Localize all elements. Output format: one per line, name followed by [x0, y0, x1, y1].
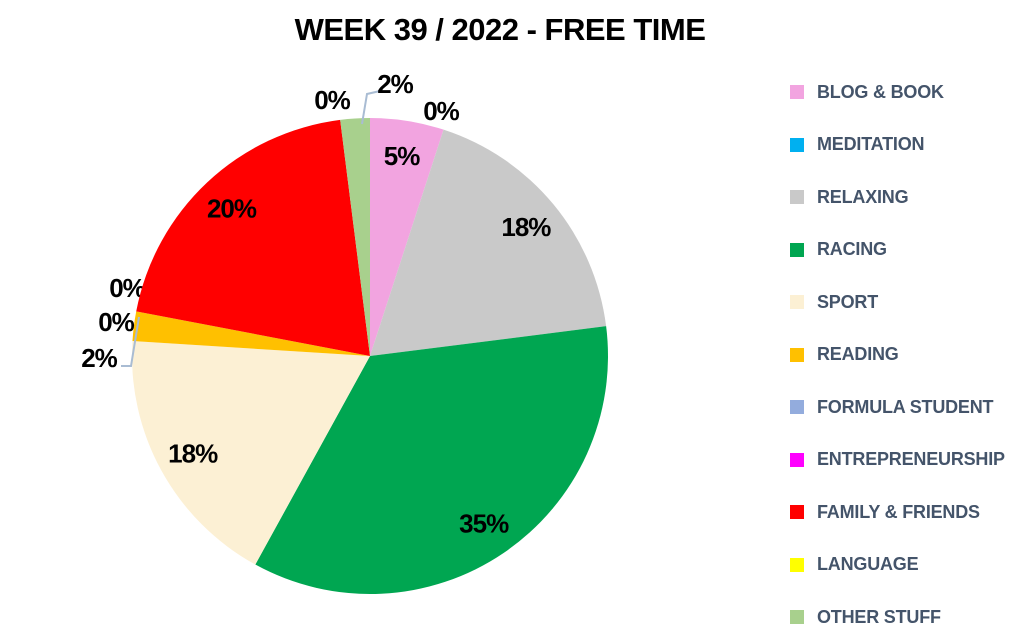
slice-value-label-reading: 2%	[81, 343, 117, 373]
legend-swatch-sport	[790, 295, 804, 309]
pie-slice-blog-book	[370, 118, 444, 356]
slice-value-label-meditation: 0%	[423, 96, 459, 126]
legend-item-racing: RACING	[790, 239, 887, 259]
legend-item-meditation: MEDITATION	[790, 134, 925, 154]
legend-label-blog-book: BLOG & BOOK	[817, 81, 944, 102]
legend-swatch-family-friends	[790, 505, 804, 519]
legend-label-meditation: MEDITATION	[817, 134, 925, 154]
legend-label-other-stuff: OTHER STUFF	[817, 606, 941, 627]
leader-line-other-stuff	[361, 90, 381, 125]
slice-value-label-racing: 35%	[459, 508, 509, 538]
legend: BLOG & BOOK MEDITATION RELAXING RACING SPORT…	[790, 0, 1023, 640]
slice-value-label-entrepreneurship: 0%	[98, 307, 134, 337]
legend-label-formula-student: FORMULA STUDENT	[817, 396, 994, 417]
legend-item-formula-student: FORMULA STUDENT	[790, 396, 994, 417]
legend-item-reading: READING	[790, 344, 899, 364]
legend-item-entrepreneurship: ENTREPRENEURSHIP	[790, 449, 1005, 469]
legend-label-relaxing: RELAXING	[817, 186, 909, 207]
legend-item-other-stuff: OTHER STUFF	[790, 606, 941, 627]
slice-value-label-language: 0%	[314, 85, 350, 115]
legend-swatch-reading	[790, 347, 804, 362]
pie-slice-reading	[132, 311, 370, 356]
legend-label-language: LANGUAGE	[817, 554, 919, 574]
slice-value-label-blog-book: 5%	[384, 141, 420, 171]
legend-item-relaxing: RELAXING	[790, 186, 909, 207]
chart-title: WEEK 39 / 2022 - FREE TIME	[294, 12, 706, 47]
slice-value-label-relaxing: 18%	[501, 212, 551, 242]
slice-value-label-sport: 18%	[168, 439, 218, 469]
legend-swatch-entrepreneurship	[790, 452, 804, 467]
legend-swatch-other-stuff	[790, 610, 804, 624]
legend-swatch-meditation	[790, 137, 804, 152]
legend-swatch-language	[790, 557, 804, 572]
pie-slice-relaxing	[370, 129, 607, 356]
legend-item-language: LANGUAGE	[790, 554, 919, 574]
slice-value-label-family-friends: 20%	[207, 194, 257, 224]
leader-line-reading	[121, 316, 140, 367]
legend-swatch-racing	[790, 242, 804, 257]
legend-swatch-relaxing	[790, 190, 804, 204]
legend-label-entrepreneurship: ENTREPRENEURSHIP	[817, 449, 1005, 469]
slice-value-label-other-stuff: 2%	[377, 69, 413, 99]
pie-slice-sport	[132, 341, 370, 565]
legend-item-blog-book: BLOG & BOOK	[790, 81, 944, 102]
legend-label-family-friends: FAMILY & FRIENDS	[817, 501, 980, 522]
legend-swatch-blog-book	[790, 85, 804, 99]
pie-slice-other-stuff	[340, 118, 370, 356]
legend-label-sport: SPORT	[817, 291, 879, 312]
legend-label-reading: READING	[817, 344, 899, 364]
pie-slice-family-friends	[136, 119, 370, 356]
legend-label-racing: RACING	[817, 239, 887, 259]
pie-slice-racing	[255, 326, 608, 594]
legend-item-family-friends: FAMILY & FRIENDS	[790, 501, 980, 522]
legend-swatch-formula-student	[790, 400, 804, 414]
legend-item-sport: SPORT	[790, 291, 879, 312]
